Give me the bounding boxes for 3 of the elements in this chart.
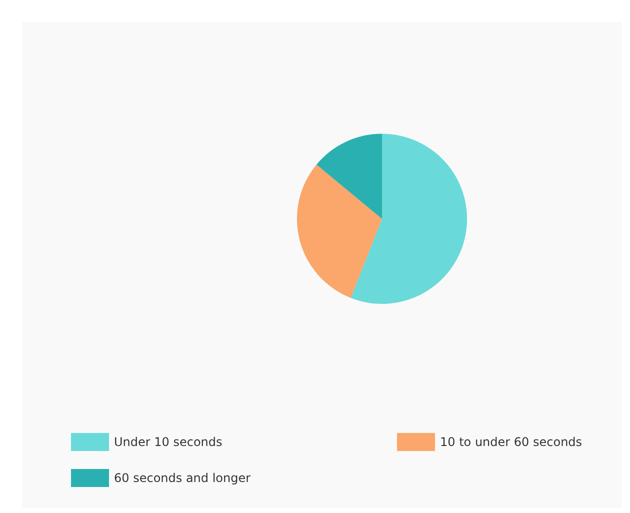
legend-label: Under 10 seconds (114, 435, 222, 449)
legend-label: 10 to under 60 seconds (440, 435, 582, 449)
legend-label: 60 seconds and longer (114, 471, 251, 485)
